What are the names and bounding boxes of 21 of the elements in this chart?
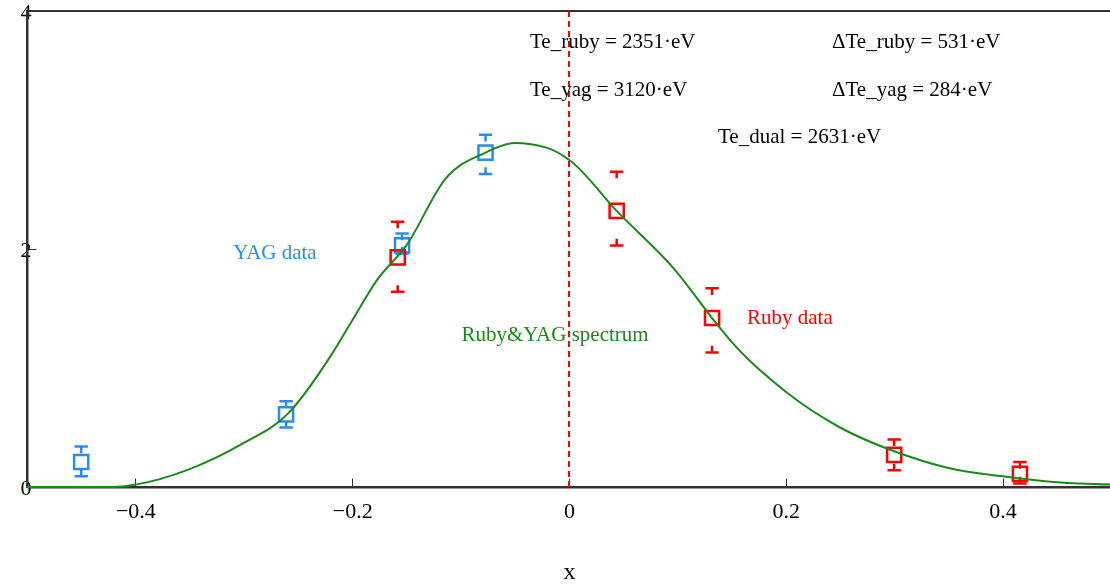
- x-tick-label: 0: [564, 497, 575, 523]
- point: [72, 453, 90, 471]
- text: Ruby&YAG spectrum: [461, 322, 649, 346]
- series-label: Ruby data: [747, 305, 834, 329]
- point: [703, 309, 721, 327]
- text: YAG data: [233, 240, 318, 264]
- annotation: Te_yag = 3120·eV: [530, 77, 688, 101]
- annotation: Te_dual = 2631·eV: [718, 124, 882, 148]
- x-axis-title: x: [563, 557, 576, 584]
- point: [389, 249, 407, 266]
- point: [477, 144, 494, 161]
- x-tick-label: 0.4: [989, 497, 1017, 523]
- point: [608, 202, 626, 220]
- point: [885, 446, 903, 464]
- x-tick-label: −0.2: [332, 497, 373, 523]
- annotation: ΔTe_ruby = 531·eV: [832, 29, 1001, 53]
- annotation: Te_ruby = 2351·eV: [530, 29, 696, 53]
- x-tick-label: −0.4: [115, 497, 156, 523]
- x-tick-label: 0.2: [772, 497, 801, 523]
- annotation: ΔTe_yag = 284·eV: [832, 77, 993, 101]
- point: [1011, 465, 1029, 483]
